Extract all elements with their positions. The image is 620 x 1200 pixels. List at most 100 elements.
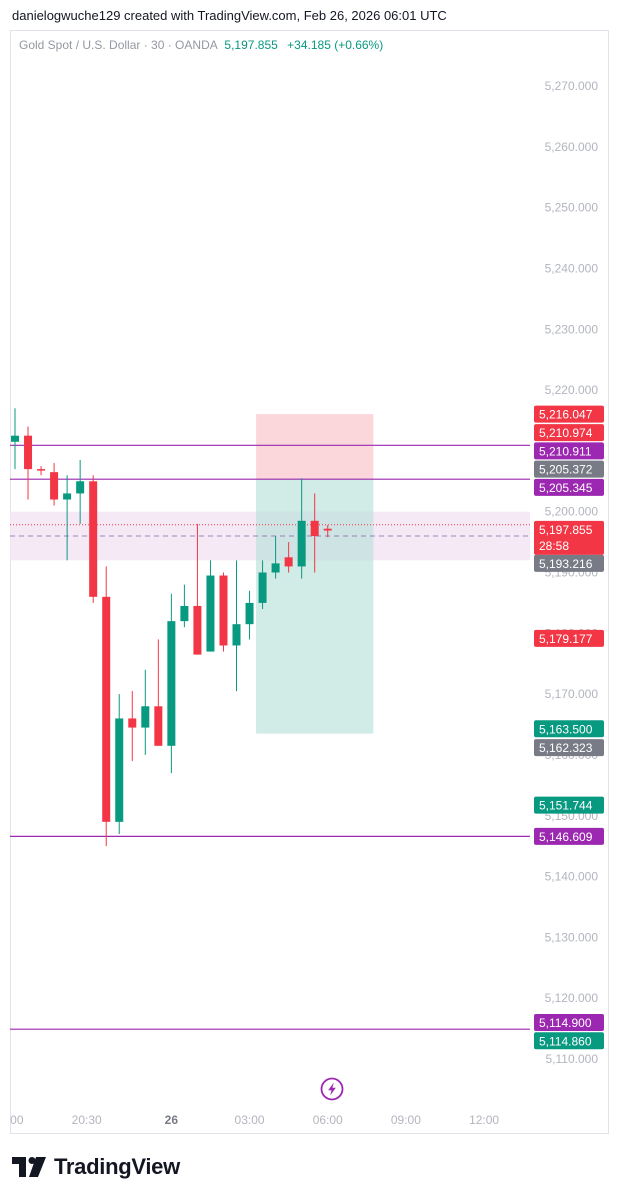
price-tag-label: 5,146.609 bbox=[539, 830, 593, 844]
price-axis-label: 5,130.000 bbox=[545, 930, 599, 944]
price-tag[interactable]: 5,162.323 bbox=[534, 739, 604, 757]
price-change: +34.185 (+0.66%) bbox=[287, 38, 384, 52]
time-axis-label: 03:00 bbox=[235, 1113, 265, 1127]
candle[interactable] bbox=[115, 694, 124, 834]
price-tag-label: 5,210.974 bbox=[539, 426, 593, 440]
price-axis-label: 5,270.000 bbox=[545, 79, 599, 93]
price-tag[interactable]: 5,210.911 bbox=[534, 442, 604, 460]
candle[interactable] bbox=[128, 691, 137, 762]
candle-body bbox=[76, 481, 85, 494]
price-axis: 5,110.0005,120.0005,130.0005,140.0005,15… bbox=[545, 79, 599, 1066]
price-tag-bg bbox=[534, 796, 604, 814]
candle[interactable] bbox=[310, 493, 319, 573]
price-tag[interactable]: 5,205.345 bbox=[534, 478, 604, 496]
candle[interactable] bbox=[89, 475, 98, 603]
candle[interactable] bbox=[219, 572, 228, 652]
price-tag[interactable]: 5,179.177 bbox=[534, 629, 604, 647]
price-chart[interactable]: 5,110.000 5,120.000 5,130.000 5,140.000 5,15… bbox=[10, 30, 609, 1134]
candle[interactable] bbox=[193, 523, 202, 655]
candle[interactable] bbox=[323, 525, 332, 538]
candle[interactable] bbox=[11, 408, 19, 470]
price-axis-label: 5,170.000 bbox=[545, 687, 599, 701]
candle[interactable] bbox=[102, 566, 111, 847]
time-axis: 18:00 20:30 26 03:00 06:00 09:00 12:00 bbox=[10, 1113, 499, 1127]
replay-lightning-icon[interactable] bbox=[320, 1077, 344, 1101]
price-tags-layer: 5,216.047 5,210.974 5,210.911 5,205.372 5,20… bbox=[534, 405, 604, 1050]
candle[interactable] bbox=[154, 639, 163, 746]
candle[interactable] bbox=[167, 593, 176, 774]
chart-caption: danielogwuche129 created with TradingVie… bbox=[12, 8, 447, 23]
price-tag[interactable]: 5,216.047 bbox=[534, 405, 604, 423]
candle[interactable] bbox=[284, 542, 293, 573]
price-tag-bg bbox=[534, 554, 604, 572]
candle-body bbox=[258, 572, 267, 603]
price-tag-bg bbox=[534, 405, 604, 423]
time-axis-label: 06:00 bbox=[313, 1113, 343, 1127]
candle[interactable] bbox=[141, 669, 150, 755]
price-tag[interactable]: 5,114.860 bbox=[534, 1032, 604, 1050]
price-tag[interactable]: 5,193.216 bbox=[534, 554, 604, 572]
price-tag-label: 5,205.372 bbox=[539, 463, 593, 477]
price-tag-label: 5,193.216 bbox=[539, 557, 593, 571]
candle[interactable] bbox=[76, 459, 85, 524]
price-tag-bg bbox=[534, 720, 604, 738]
price-tag-bg bbox=[534, 1014, 604, 1032]
candle-body bbox=[24, 435, 33, 470]
symbol-legend[interactable]: Gold Spot / U.S. Dollar · 30 · OANDA 5,1… bbox=[19, 38, 383, 52]
candle-body bbox=[50, 472, 59, 500]
stop-loss-area[interactable] bbox=[256, 414, 374, 480]
position-tool bbox=[256, 414, 374, 734]
price-tag[interactable]: 5,197.855 28:58 bbox=[534, 520, 604, 555]
candle[interactable] bbox=[245, 590, 254, 640]
tradingview-logo[interactable]: TradingView bbox=[12, 1154, 180, 1180]
candle[interactable] bbox=[180, 584, 189, 628]
price-tag[interactable]: 5,163.500 bbox=[534, 720, 604, 738]
candle-body bbox=[115, 718, 124, 822]
price-axis-label: 5,120.000 bbox=[545, 991, 599, 1005]
candle-body bbox=[193, 605, 202, 655]
countdown-label: 28:58 bbox=[539, 539, 569, 553]
candle-body bbox=[167, 621, 176, 746]
price-axis-label: 5,250.000 bbox=[545, 201, 599, 215]
symbol-name: Gold Spot / U.S. Dollar · 30 · OANDA bbox=[19, 38, 218, 52]
candle[interactable] bbox=[206, 560, 215, 652]
candle[interactable] bbox=[50, 463, 59, 506]
price-tag-label: 5,163.500 bbox=[539, 722, 593, 736]
candle-body bbox=[102, 596, 111, 822]
candle-body bbox=[219, 575, 228, 646]
price-tag[interactable]: 5,146.609 bbox=[534, 827, 604, 845]
price-tag-label: 5,151.744 bbox=[539, 799, 593, 813]
price-tag[interactable]: 5,151.744 bbox=[534, 796, 604, 814]
price-tag[interactable]: 5,114.900 bbox=[534, 1014, 604, 1032]
candle[interactable] bbox=[63, 475, 72, 561]
candle-body bbox=[310, 520, 319, 537]
candle[interactable] bbox=[24, 426, 33, 500]
candle-body bbox=[154, 706, 163, 746]
price-tag-bg bbox=[534, 460, 604, 478]
candle[interactable] bbox=[297, 478, 306, 579]
price-tag[interactable]: 5,210.974 bbox=[534, 424, 604, 442]
candle-body bbox=[128, 718, 137, 728]
candle[interactable] bbox=[271, 536, 280, 579]
price-tag-label: 5,114.860 bbox=[539, 1034, 592, 1048]
price-tag-bg bbox=[534, 424, 604, 442]
price-tag[interactable]: 5,205.372 bbox=[534, 460, 604, 478]
price-axis-label: 5,220.000 bbox=[545, 383, 599, 397]
candle-body bbox=[63, 493, 72, 500]
last-price: 5,197.855 bbox=[224, 38, 278, 52]
price-tag-bg bbox=[534, 442, 604, 460]
candle-body bbox=[206, 575, 215, 652]
price-tag-bg bbox=[534, 827, 604, 845]
price-tag-label: 5,210.911 bbox=[539, 444, 592, 458]
candle[interactable] bbox=[258, 560, 267, 609]
candle-body bbox=[232, 624, 241, 646]
candles-layer bbox=[11, 408, 332, 847]
time-axis-label: 09:00 bbox=[391, 1113, 421, 1127]
candle[interactable] bbox=[232, 560, 241, 692]
price-tag-label: 5,197.855 bbox=[539, 523, 593, 537]
candle[interactable] bbox=[37, 466, 46, 476]
candle-body bbox=[89, 481, 98, 597]
price-tag-bg bbox=[534, 520, 604, 555]
horizontal-lines-layer bbox=[10, 444, 530, 1030]
brand-name: TradingView bbox=[54, 1154, 180, 1179]
